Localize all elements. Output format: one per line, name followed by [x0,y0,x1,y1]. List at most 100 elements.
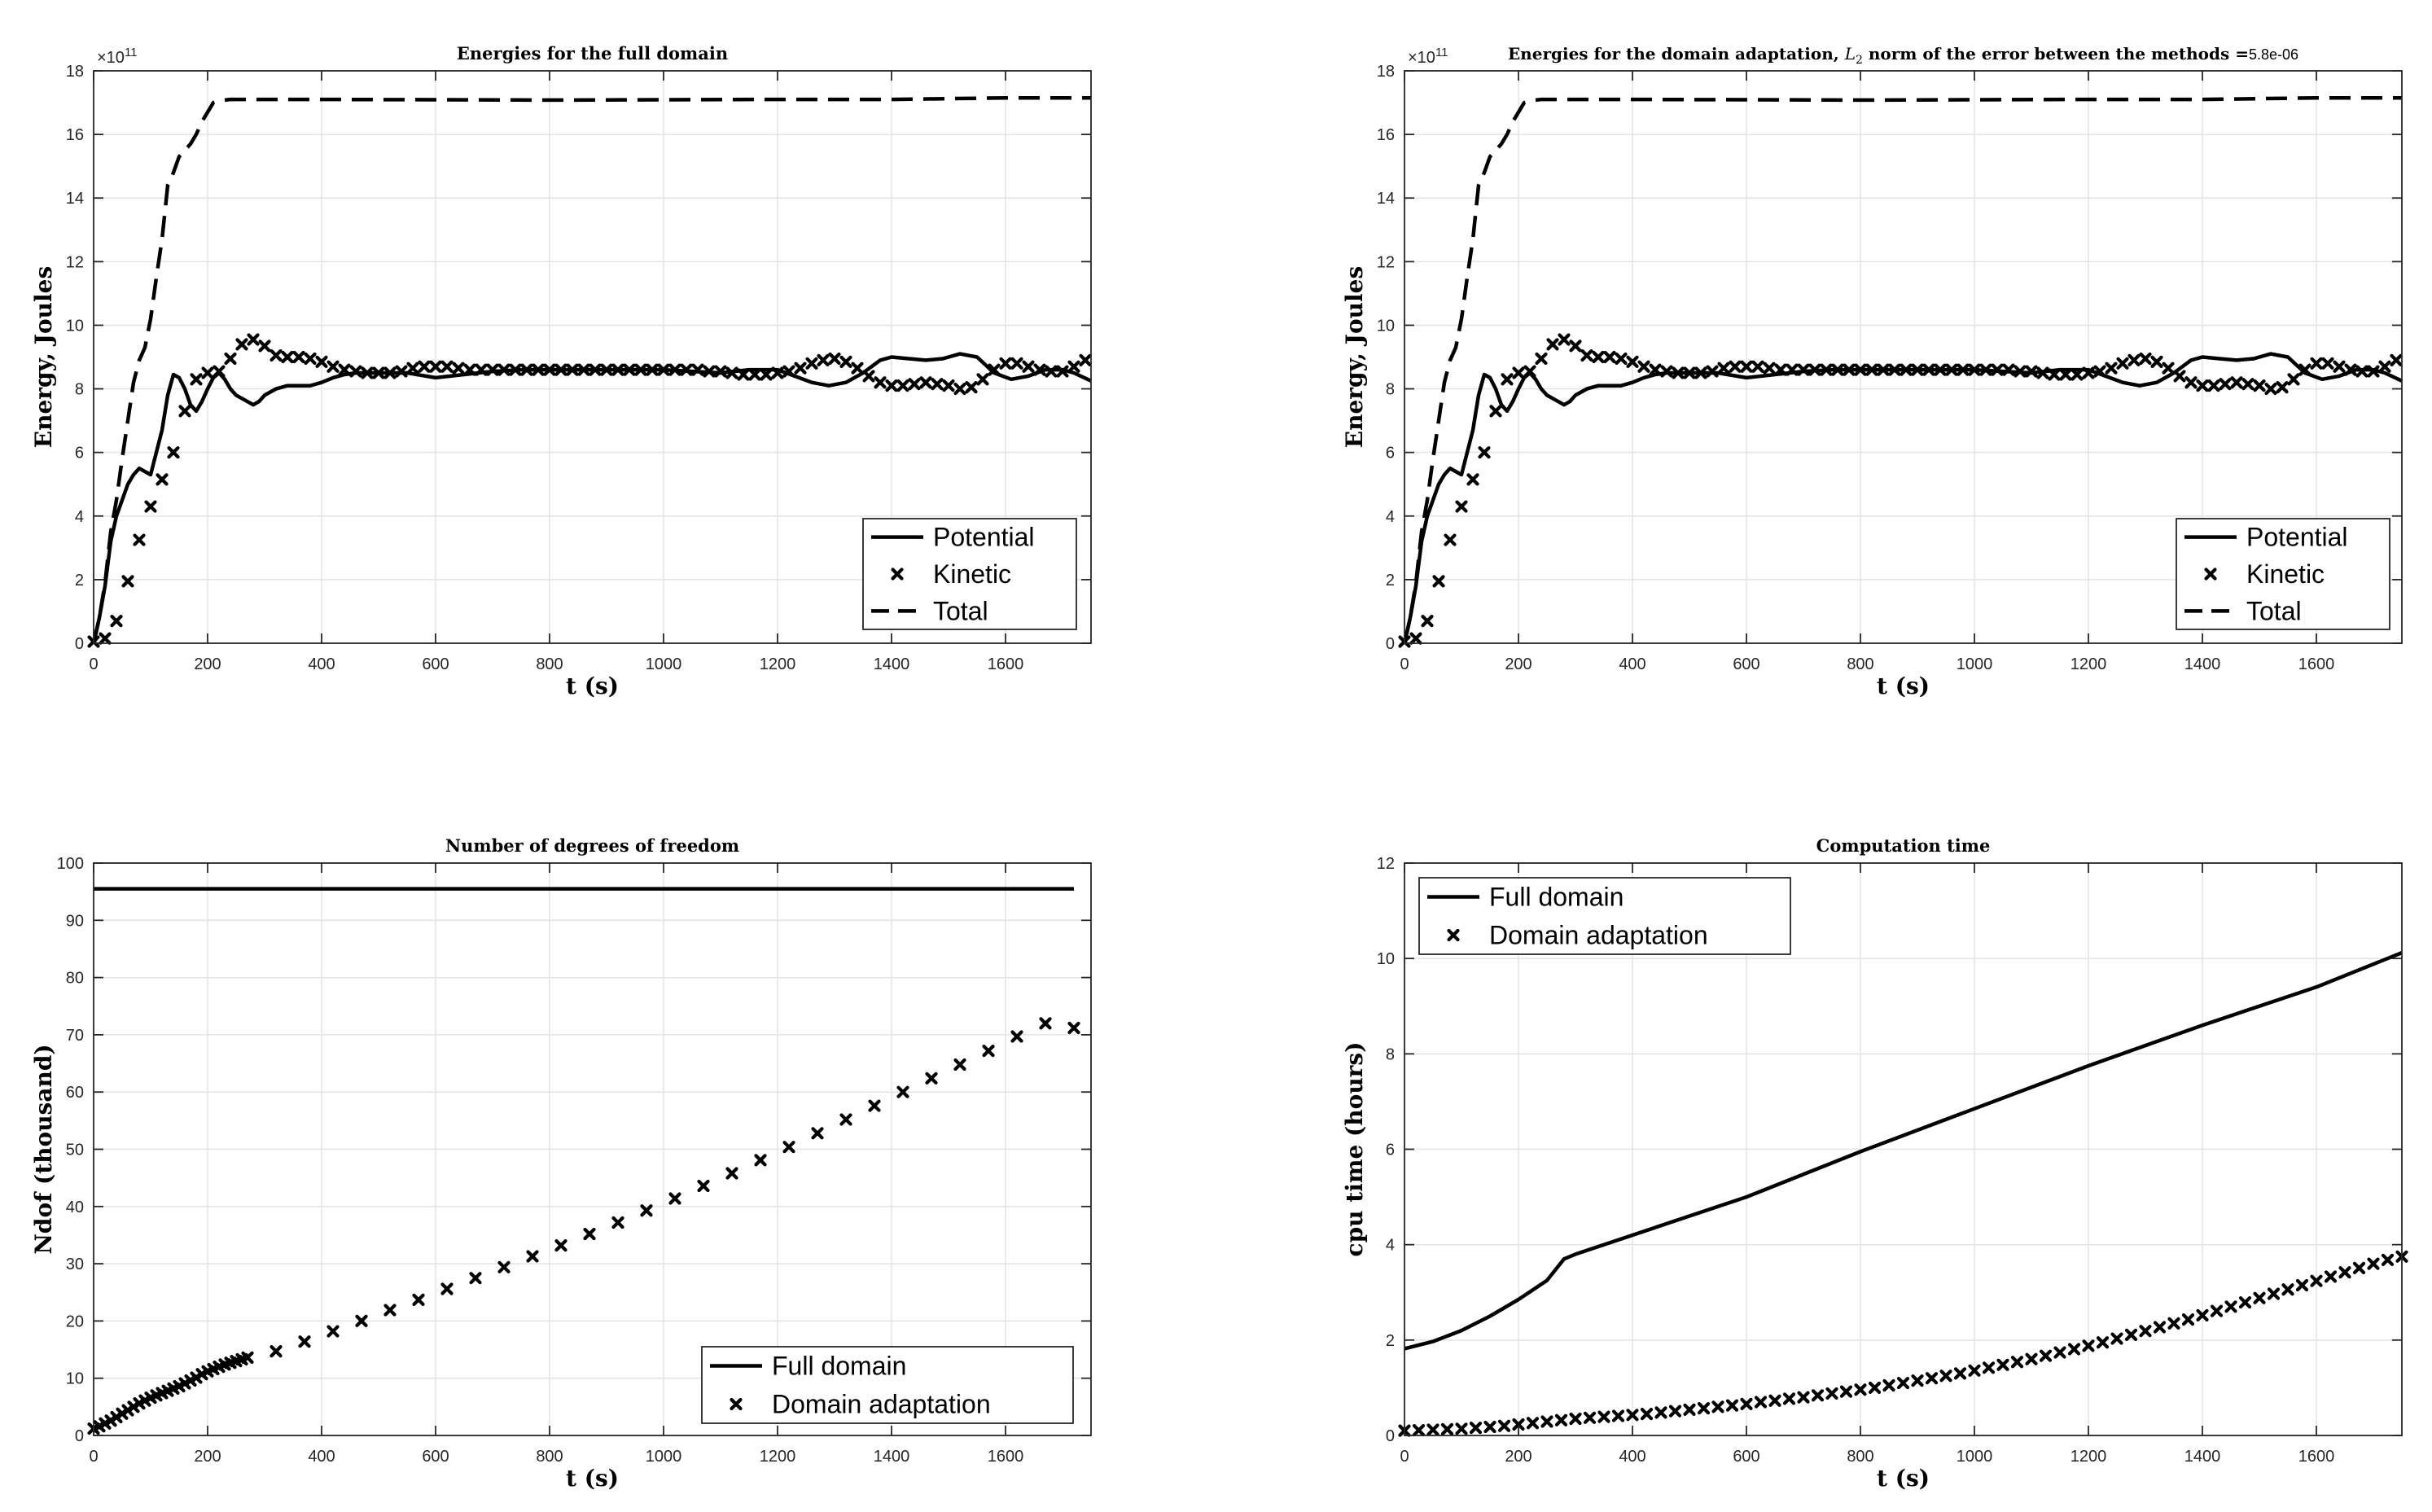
data-marker [2127,353,2141,367]
data-marker [2324,1270,2338,1283]
x-tick-label: 800 [536,1448,563,1466]
legend: Full domain Domain adaptation [1418,877,1791,955]
x-tick-label: 1600 [988,1448,1024,1466]
data-marker [2162,362,2175,375]
data-marker [486,363,499,376]
y-tick-label: 70 [66,1027,84,1045]
data-marker [1934,363,1947,376]
data-marker [292,350,305,364]
data-marker [2181,1313,2195,1326]
data-marker [2352,1261,2366,1274]
data-marker [1911,1374,1924,1387]
data-marker [1797,363,1810,376]
y-tick-label: 50 [66,1142,84,1159]
data-marker [532,363,545,376]
data-marker [2210,1304,2224,1317]
data-marker [326,1325,340,1338]
x-tick-label: 1400 [2184,1448,2221,1466]
data-marker [1996,1358,2009,1371]
data-marker [896,1085,909,1098]
data-marker [754,1154,767,1167]
data-marker [988,363,1001,376]
chart-title: Energies for the full domain [457,43,728,64]
data-marker [2014,365,2027,378]
data-marker [2025,1352,2038,1365]
legend-box [1418,877,1791,955]
data-marker [583,1227,596,1241]
data-marker [2036,366,2049,379]
x-tick-label: 400 [1619,1448,1645,1466]
data-marker [1045,365,1058,378]
data-marker [497,363,511,376]
data-marker [2082,1339,2095,1352]
chart-title-part: norm of the error between the methods = [1863,44,2249,64]
ticks: 0 200 400 600 800 1000 1200 1400 1600 0 2 4 6 8 10 12 14… [1377,63,2402,673]
data-marker [2048,368,2061,381]
data-marker [725,366,738,379]
data-marker [2093,365,2106,378]
x-tick-label: 1000 [646,655,682,673]
data-marker [178,405,191,418]
data-marker [440,360,454,373]
y-tick-label: 30 [66,1256,84,1273]
data-marker [1039,1017,1052,1030]
data-marker [925,1072,938,1085]
data-marker [1478,446,1491,459]
data-marker [1882,1378,1895,1392]
y-tick-label: 14 [1377,190,1395,208]
data-marker [2067,1343,2081,1356]
data-marker [1649,363,1662,376]
y-tick-label: 90 [66,912,84,930]
legend-label: Potential [2246,523,2348,552]
chart-title: Number of degrees of freedom [445,835,739,856]
legend-label: Full domain [772,1352,906,1381]
chart-panels: 0 200 400 600 800 1000 1200 1400 160002468101214… [30,43,2408,1492]
data-marker [418,360,431,373]
data-marker [1660,365,1673,378]
data-marker [2025,365,2038,378]
data-marker [737,368,750,381]
data-marker [1640,1408,1654,1421]
data-marker [2002,363,2015,376]
data-marker [1603,350,1616,364]
data-marker [1811,1389,1825,1402]
data-marker [2367,365,2380,378]
data-marker [2110,1332,2123,1345]
data-marker [195,1368,208,1381]
data-marker [406,362,419,375]
data-marker [247,333,260,346]
x-tick-label: 400 [308,1448,335,1466]
data-marker [965,381,978,394]
data-marker [874,376,887,389]
data-marker [839,1113,852,1126]
legend-marker [730,1397,743,1411]
data-marker [1668,1405,1682,1418]
data-marker [1022,360,1035,373]
y-tick-label: 10 [1377,950,1395,968]
data-marker [315,355,328,368]
data-marker [1711,1400,1724,1413]
data-marker [235,338,248,351]
chart-panel-3: 0 200 400 600 800 1000 1200 1400 1600 0 10 20 30 40 50… [30,835,1092,1492]
data-marker [1611,1409,1625,1422]
series-line [1402,95,2402,644]
data-marker [1558,333,1571,346]
data-marker [1706,365,1719,378]
legend-marker [1447,928,1460,942]
data-marker [1056,365,1069,378]
data-marker [680,363,693,376]
data-marker [2238,1295,2252,1309]
chart-title-subscript: 2 [1856,54,1863,67]
data-marker [269,348,283,362]
data-marker [2355,365,2368,378]
data-marker [526,1250,539,1263]
legend-label: Kinetic [2246,559,2325,589]
x-axis-label: t (s) [566,673,619,699]
y-tick-label: 2 [1386,572,1395,589]
x-axis-label: t (s) [1877,673,1930,699]
data-marker [144,500,157,513]
data-marker [1067,1021,1080,1035]
data-marker [1896,1376,1910,1390]
ticks: 0 200 400 600 800 1000 1200 1400 1600 0 2 4 6 8 10 12 14… [66,63,1091,673]
data-marker [1489,405,1502,418]
